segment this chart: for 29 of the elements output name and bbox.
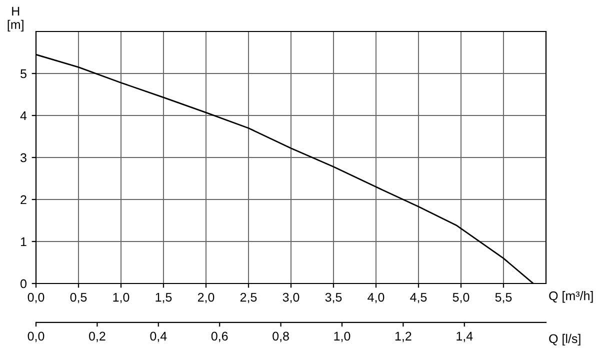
x-tick-label: 0,0 — [28, 292, 44, 304]
x2-tick-label: 1,4 — [456, 332, 473, 342]
y-tick-label: 3 — [20, 153, 26, 162]
x-tick-label: 4,5 — [410, 292, 427, 304]
x2-tick-label: 0,2 — [89, 332, 106, 342]
y-tick-label: 5 — [20, 69, 26, 78]
y-tick-label: 1 — [20, 237, 26, 246]
x-axis-title: Q [m³/h] — [549, 291, 593, 303]
x-tick-label: 0,5 — [70, 292, 87, 304]
x2-tick-label: 0,0 — [28, 332, 44, 342]
x2-tick-label: 0,8 — [272, 332, 289, 342]
y-tick-label: 2 — [20, 195, 26, 204]
y-axis-title: H [m] — [8, 6, 24, 32]
x-tick-label: 2,5 — [240, 292, 257, 304]
y-tick-label: 4 — [20, 111, 27, 120]
x-tick-label: 1,5 — [156, 292, 172, 304]
x-tick-label: 5,5 — [495, 292, 512, 304]
x-tick-label: 3,5 — [325, 292, 342, 304]
x-tick-label: 5,0 — [452, 292, 470, 304]
x2-axis-title: Q [l/s] — [549, 334, 580, 346]
x-tick-label: 4,0 — [368, 292, 384, 304]
x-tick-label: 2,0 — [198, 292, 214, 304]
y-tick-label: 0 — [20, 279, 26, 288]
x-tick-label: 1,0 — [113, 292, 130, 304]
x2-tick-label: 0,4 — [150, 332, 167, 342]
x2-tick-label: 0,6 — [211, 332, 228, 342]
x2-tick-label: 1,2 — [395, 332, 412, 342]
x2-tick-label: 1,0 — [334, 332, 350, 342]
x-tick-label: 3,0 — [282, 292, 300, 304]
